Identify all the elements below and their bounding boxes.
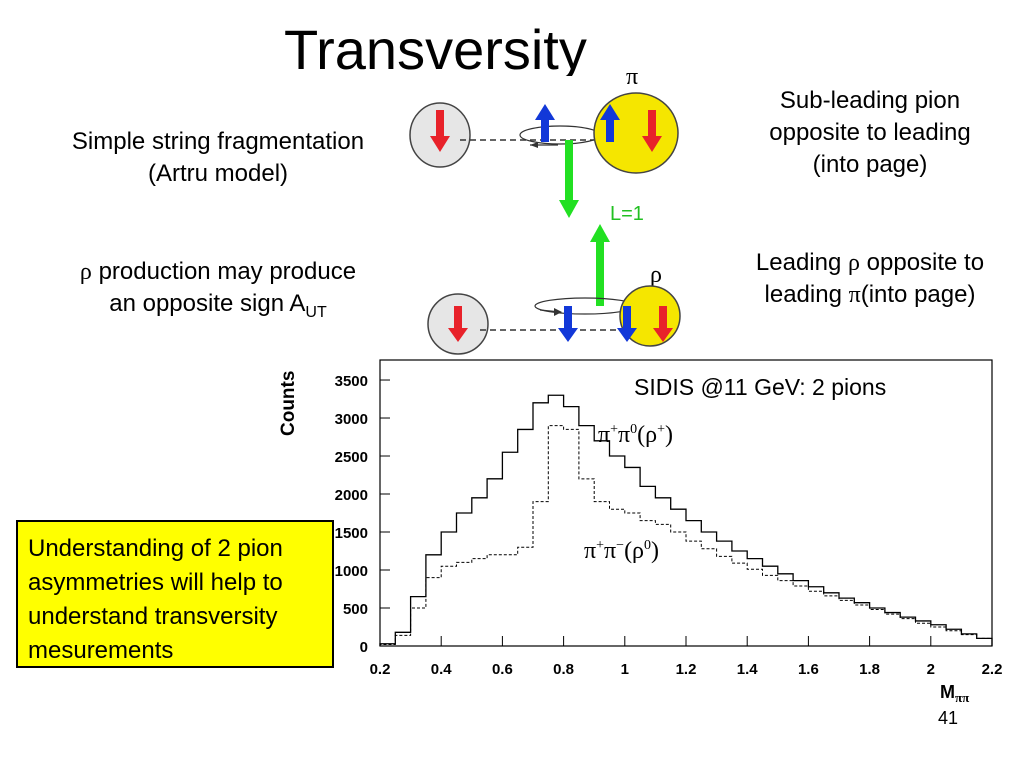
bottom-red-arrow-left — [448, 306, 468, 342]
x-tick-label: 1.6 — [798, 661, 819, 678]
y-axis: 0 500 1000 1500 2000 2500 3000 3500 — [335, 373, 390, 656]
x-tick-label: 0.8 — [553, 661, 574, 678]
fragmentation-line-2: (Artru model) — [147, 160, 289, 187]
string-fragmentation-diagram: π L=1 ρ — [409, 64, 681, 355]
plot-frame — [379, 359, 993, 647]
pi-symbol: π — [848, 282, 861, 308]
top-blue-arrow-2 — [600, 104, 620, 142]
histogram-rho-plus — [379, 394, 993, 646]
leading-line-2b: (into page) — [860, 281, 976, 308]
bottom-rotation-arrowhead — [554, 308, 562, 316]
subleading-line-3: (into page) — [812, 151, 928, 178]
rho-line-2: an opposite sign A — [109, 290, 306, 317]
x-tick-label: 0.2 — [370, 661, 391, 678]
top-blue-arrow-1 — [535, 104, 555, 142]
top-red-arrow-left — [430, 110, 450, 152]
x-tick-label: 1.2 — [676, 661, 697, 678]
leading-line-2a: leading — [764, 281, 849, 308]
x-tick-label: 0.4 — [431, 661, 453, 678]
x-tick-label: 0.6 — [492, 661, 513, 678]
x-tick-label: 1.8 — [859, 661, 880, 678]
callout-box: Understanding of 2 pion asymmetries will… — [16, 520, 334, 668]
l-equals-1-label: L=1 — [610, 203, 644, 225]
y-tick-label: 2500 — [335, 449, 368, 466]
subleading-text: Sub-leading pion opposite to leading (in… — [740, 85, 1000, 181]
top-red-arrow-right — [642, 110, 662, 152]
rho-production-text: ρ production may produce an opposite sig… — [40, 256, 396, 329]
x-axis: 0.2 0.4 0.6 0.8 1 1.2 1.4 1.6 1.8 2 2.2 — [370, 636, 1003, 678]
y-axis-label: Counts — [278, 370, 299, 436]
leading-line-1b: opposite to — [859, 249, 985, 276]
top-rotation-loop — [519, 125, 601, 145]
leading-line-1a: Leading — [755, 249, 848, 276]
histogram-rho-zero — [379, 425, 993, 646]
rho-symbol-2: ρ — [848, 250, 860, 276]
y-tick-label: 1000 — [335, 563, 368, 580]
slide-title: Transversity — [284, 18, 587, 76]
top-pi-label: π — [626, 64, 638, 90]
bottom-blue-arrow-1 — [558, 306, 578, 342]
y-tick-label: 0 — [360, 639, 368, 656]
bottom-red-arrow-right — [653, 306, 673, 342]
green-arrow-up — [590, 224, 610, 306]
fragmentation-line-1: Simple string fragmentation — [71, 128, 365, 155]
rho-symbol: ρ — [79, 259, 92, 285]
fragmentation-text: Simple string fragmentation (Artru model… — [40, 126, 396, 190]
series-label-rho-zero: π+π−(ρ0) — [584, 538, 660, 564]
x-tick-label: 1 — [621, 661, 629, 678]
x-axis-label-main: M — [940, 682, 955, 702]
y-axis-label-box: Counts — [250, 371, 330, 436]
y-tick-label: 3000 — [335, 411, 368, 428]
x-axis-label-sub: ππ — [955, 690, 969, 705]
y-tick-label: 500 — [343, 601, 368, 618]
aut-subscript: UT — [305, 303, 327, 321]
x-tick-label: 1.4 — [737, 661, 759, 678]
bottom-blue-arrow-2 — [617, 306, 637, 342]
subleading-line-2: opposite to leading — [769, 119, 971, 146]
y-tick-label: 1500 — [335, 525, 368, 542]
green-arrow-down — [559, 140, 579, 218]
y-tick-label: 3500 — [335, 373, 368, 390]
plot-annotation: SIDIS @11 GeV: 2 pions — [634, 374, 887, 400]
y-tick-label: 2000 — [335, 487, 368, 504]
x-tick-label: 2.2 — [982, 661, 1003, 678]
leading-text: Leading ρ opposite to leading π(into pag… — [728, 247, 1012, 311]
rho-line-1: production may produce — [91, 258, 357, 285]
x-axis-label: Mππ — [940, 682, 969, 705]
x-tick-label: 2 — [927, 661, 935, 678]
subleading-line-1: Sub-leading pion — [779, 87, 961, 114]
rho-label: ρ — [650, 262, 662, 288]
top-rotation-arrowhead — [530, 142, 538, 148]
page-number: 41 — [938, 708, 959, 728]
series-label-rho-plus: π+π0(ρ+) — [598, 422, 674, 448]
